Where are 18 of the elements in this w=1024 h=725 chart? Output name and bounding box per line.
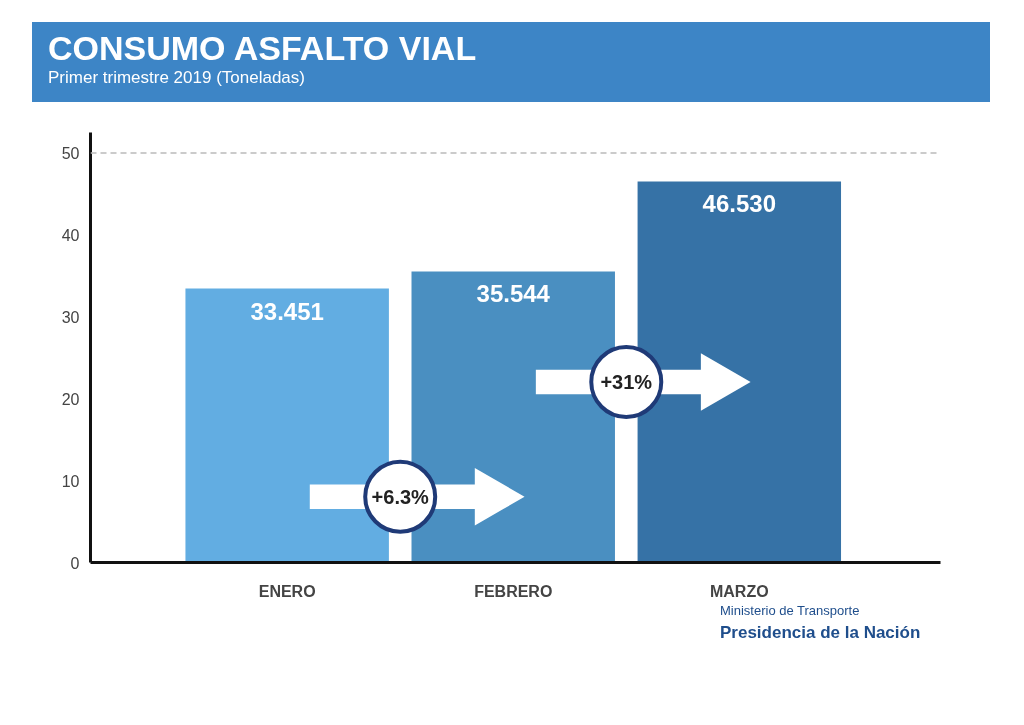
text: Presidencia de la Nación xyxy=(720,621,921,644)
y-tick-label: 0 xyxy=(70,554,80,572)
data-label: 33.451 xyxy=(250,297,324,325)
y-tick-label: 10 xyxy=(61,472,80,490)
data-label: 35.544 xyxy=(476,280,551,308)
y-tick-label: 40 xyxy=(61,226,80,244)
annotation: +31% xyxy=(600,371,653,393)
annotation: +6.3% xyxy=(371,485,430,508)
y-tick-label: 30 xyxy=(61,308,80,326)
text: Ministerio de Transporte xyxy=(720,602,861,620)
y-tick-label: 50 xyxy=(61,144,80,162)
y-tick-label: 20 xyxy=(61,390,80,408)
chart-title: CONSUMO ASFALTO VIAL xyxy=(48,29,477,67)
x-tick-label: MARZO xyxy=(709,582,769,600)
x-tick-label: ENERO xyxy=(258,582,316,600)
chart-subtitle: Primer trimestre 2019 (Toneladas) xyxy=(48,67,306,89)
x-tick-label: FEBRERO xyxy=(474,582,553,600)
data-label: 46.530 xyxy=(702,190,777,218)
